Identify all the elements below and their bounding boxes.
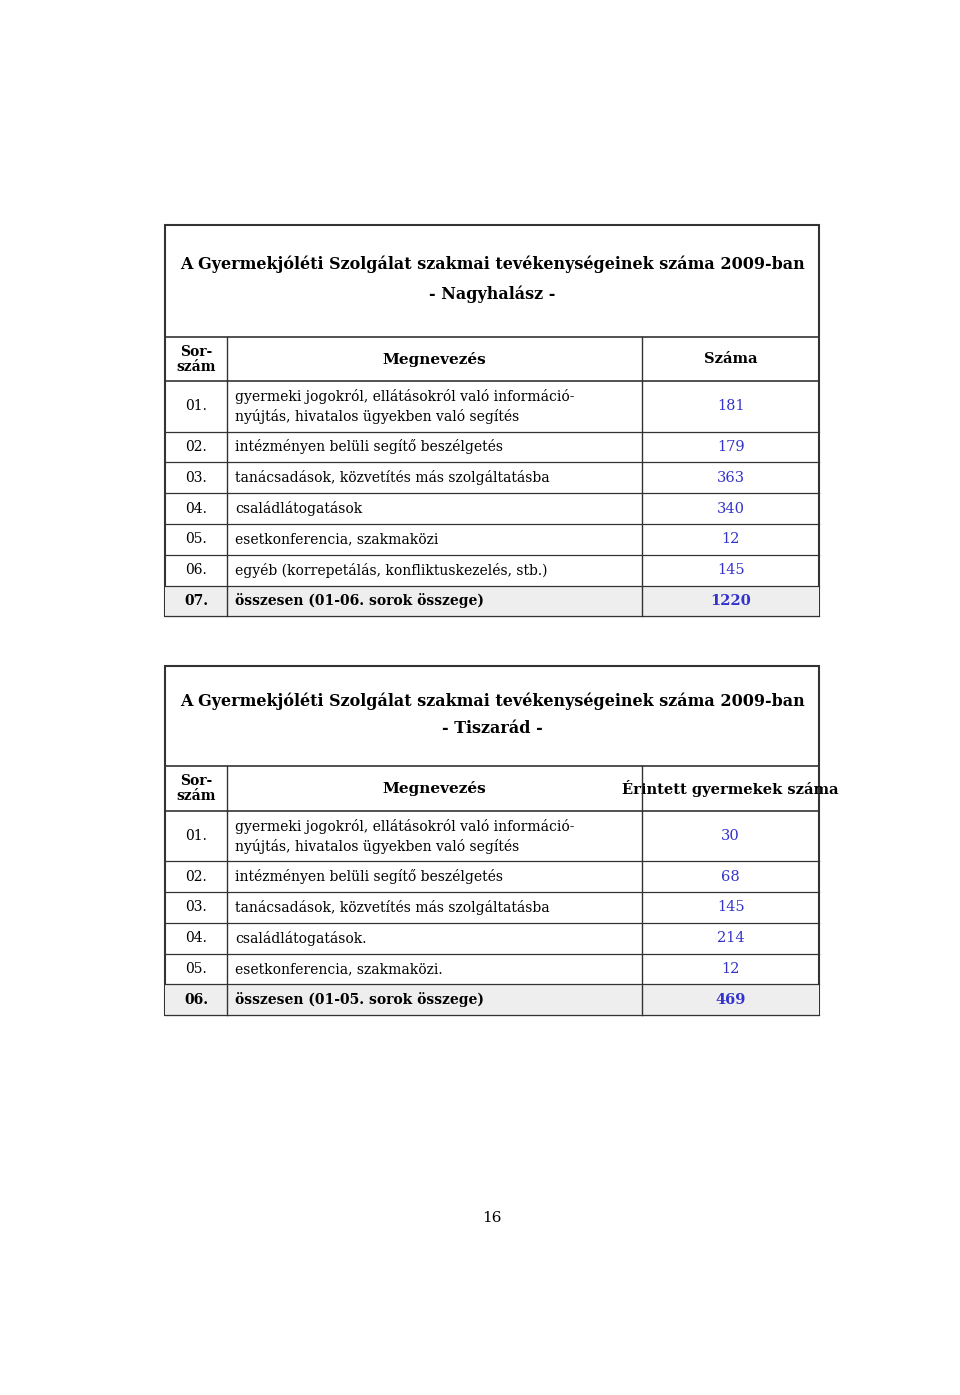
Text: egyéb (korrepetálás, konfliktuskezelés, stb.): egyéb (korrepetálás, konfliktuskezelés, … bbox=[235, 562, 547, 578]
Bar bbox=[165, 225, 819, 617]
Text: összesen (01-06. sorok összege): összesen (01-06. sorok összege) bbox=[235, 593, 484, 608]
Text: 469: 469 bbox=[715, 993, 746, 1007]
Text: Száma: Száma bbox=[704, 352, 757, 365]
Bar bbox=[165, 985, 819, 1016]
Text: 02.: 02. bbox=[185, 439, 207, 453]
Text: tanácsadások, közvetítés más szolgáltatásba: tanácsadások, közvetítés más szolgáltatá… bbox=[235, 470, 549, 485]
Text: 06.: 06. bbox=[185, 564, 207, 578]
Bar bbox=[165, 667, 819, 1016]
Text: 340: 340 bbox=[717, 502, 745, 516]
Text: szám: szám bbox=[177, 360, 216, 374]
Text: 16: 16 bbox=[482, 1211, 502, 1225]
Text: intézményen belüli segítő beszélgetés: intézményen belüli segítő beszélgetés bbox=[235, 869, 503, 884]
Text: intézményen belüli segítő beszélgetés: intézményen belüli segítő beszélgetés bbox=[235, 439, 503, 455]
Text: Sor-: Sor- bbox=[180, 345, 212, 359]
Text: 05.: 05. bbox=[185, 533, 207, 547]
Text: szám: szám bbox=[177, 790, 216, 804]
Text: 179: 179 bbox=[717, 439, 745, 453]
Text: Sor-: Sor- bbox=[180, 774, 212, 788]
Text: 12: 12 bbox=[722, 963, 740, 976]
Text: családlátogatások: családlátogatások bbox=[235, 501, 362, 516]
Text: A Gyermekjóléti Szolgálat szakmai tevékenységeinek száma 2009-ban: A Gyermekjóléti Szolgálat szakmai tevéke… bbox=[180, 255, 804, 273]
Text: 05.: 05. bbox=[185, 963, 207, 976]
Text: 03.: 03. bbox=[185, 900, 207, 914]
Text: 07.: 07. bbox=[184, 594, 208, 608]
Text: esetkonferencia, szakmaközi.: esetkonferencia, szakmaközi. bbox=[235, 963, 443, 976]
Text: A Gyermekjóléti Szolgálat szakmai tevékenységeinek száma 2009-ban: A Gyermekjóléti Szolgálat szakmai tevéke… bbox=[180, 693, 804, 710]
Text: gyermeki jogokról, ellátásokról való információ-: gyermeki jogokról, ellátásokról való inf… bbox=[235, 819, 574, 834]
Text: 145: 145 bbox=[717, 900, 745, 914]
Text: 12: 12 bbox=[722, 533, 740, 547]
Text: 03.: 03. bbox=[185, 470, 207, 484]
Text: Érintett gyermekek száma: Érintett gyermekek száma bbox=[622, 780, 839, 798]
Text: nyújtás, hivatalos ügyekben való segítés: nyújtás, hivatalos ügyekben való segítés bbox=[235, 838, 519, 854]
Text: összesen (01-05. sorok összege): összesen (01-05. sorok összege) bbox=[235, 992, 484, 1007]
Text: 04.: 04. bbox=[185, 932, 207, 946]
Text: Megnevezés: Megnevezés bbox=[383, 352, 487, 367]
Text: 01.: 01. bbox=[185, 399, 207, 413]
Text: nyújtás, hivatalos ügyekben való segítés: nyújtás, hivatalos ügyekben való segítés bbox=[235, 409, 519, 424]
Text: 145: 145 bbox=[717, 564, 745, 578]
Bar bbox=[165, 586, 819, 617]
Text: 04.: 04. bbox=[185, 502, 207, 516]
Text: - Tiszarád -: - Tiszarád - bbox=[442, 720, 542, 737]
Text: - Nagyhalász -: - Nagyhalász - bbox=[429, 286, 555, 303]
Text: esetkonferencia, szakmaközi: esetkonferencia, szakmaközi bbox=[235, 533, 438, 547]
Text: 01.: 01. bbox=[185, 829, 207, 843]
Text: 68: 68 bbox=[721, 869, 740, 883]
Text: 1220: 1220 bbox=[710, 594, 751, 608]
Text: Megnevezés: Megnevezés bbox=[383, 781, 487, 797]
Text: 30: 30 bbox=[721, 829, 740, 843]
Text: 06.: 06. bbox=[184, 993, 208, 1007]
Text: 02.: 02. bbox=[185, 869, 207, 883]
Text: 214: 214 bbox=[717, 932, 745, 946]
Text: családlátogatások.: családlátogatások. bbox=[235, 930, 367, 946]
Text: 363: 363 bbox=[717, 470, 745, 484]
Text: tanácsadások, közvetítés más szolgáltatásba: tanácsadások, közvetítés más szolgáltatá… bbox=[235, 900, 549, 915]
Text: gyermeki jogokról, ellátásokról való információ-: gyermeki jogokról, ellátásokról való inf… bbox=[235, 389, 574, 405]
Text: 181: 181 bbox=[717, 399, 745, 413]
